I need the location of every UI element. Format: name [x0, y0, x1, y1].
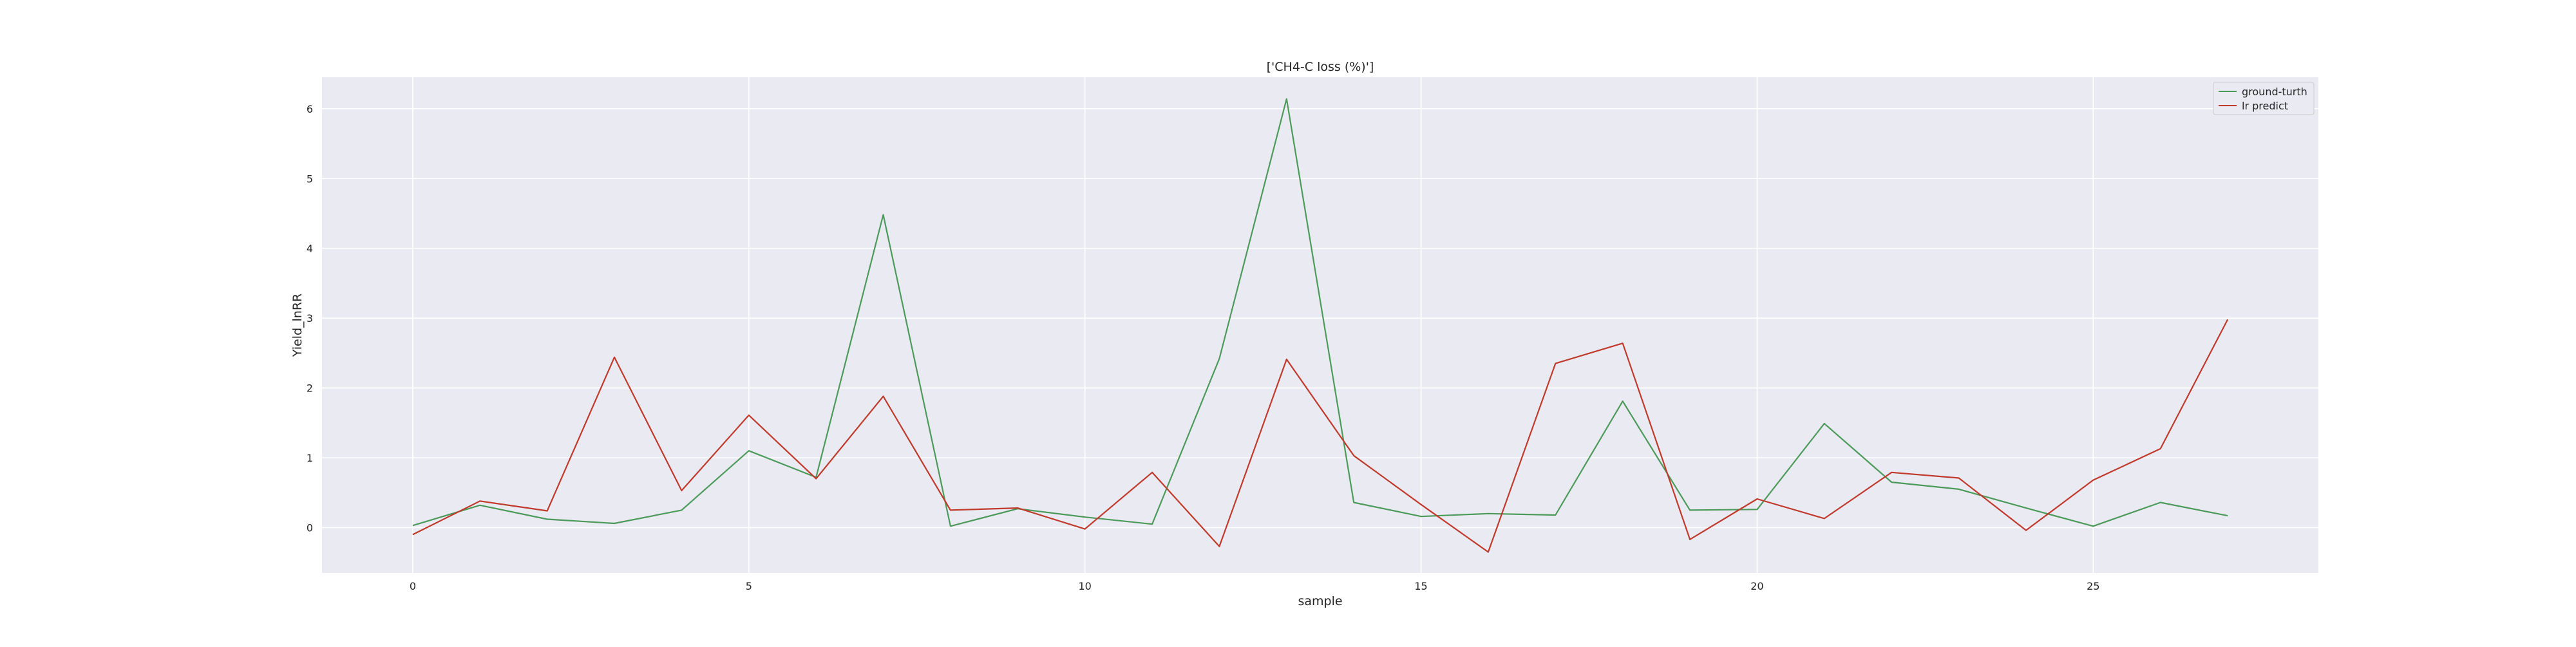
series-line-ground-turth — [412, 98, 2228, 527]
y-tick-label: 6 — [307, 103, 313, 115]
y-tick-label: 4 — [307, 243, 313, 255]
y-tick-labels: 0 1 2 3 4 5 6 — [307, 103, 313, 534]
x-tick-labels: 0 5 10 15 20 25 — [410, 580, 2100, 592]
legend-box — [2213, 82, 2315, 115]
y-tick-label: 5 — [307, 173, 313, 185]
y-axis-label: Yield_lnRR — [290, 294, 305, 357]
y-tick-label: 3 — [307, 312, 313, 324]
y-tick-label: 1 — [307, 452, 313, 464]
x-tick-label: 0 — [410, 580, 416, 592]
x-tick-label: 5 — [746, 580, 752, 592]
grid — [322, 77, 2318, 573]
legend: ground-turth lr predict — [2213, 82, 2315, 115]
series-lines — [412, 98, 2229, 553]
y-tick-label: 0 — [307, 522, 313, 534]
x-axis-label: sample — [1298, 594, 1342, 608]
x-tick-label: 25 — [2087, 580, 2099, 592]
chart-title: ['CH4-C loss (%)'] — [1267, 60, 1374, 74]
x-tick-label: 10 — [1079, 580, 1092, 592]
x-tick-label: 20 — [1750, 580, 1763, 592]
plot-area — [322, 77, 2318, 573]
x-tick-label: 15 — [1414, 580, 1427, 592]
y-tick-label: 2 — [307, 382, 313, 395]
legend-label-lr-predict: lr predict — [2242, 100, 2288, 112]
series-line-lr-predict — [412, 319, 2229, 553]
legend-label-ground-turth: ground-turth — [2242, 86, 2307, 98]
